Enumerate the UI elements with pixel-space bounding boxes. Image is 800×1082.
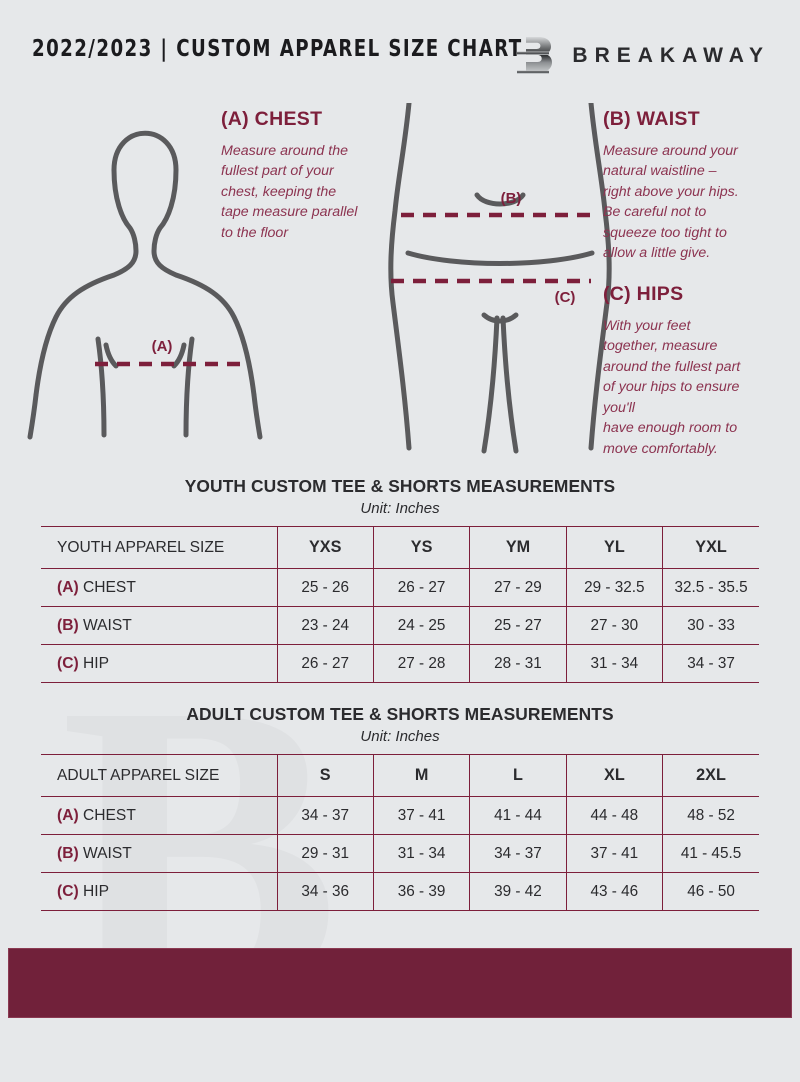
youth-table-title: YOUTH CUSTOM TEE & SHORTS MEASUREMENTS	[184, 476, 616, 496]
row-key: (B)	[57, 844, 79, 862]
table-row: (A) CHEST 25 - 26 26 - 27 27 - 29 29 - 32.5 3…	[41, 568, 759, 607]
note-waist-body: Measure around your natural waistline – …	[603, 143, 739, 262]
cell-waist-l: 34 - 37	[469, 834, 567, 873]
cell-chest-2xl: 48 - 52	[662, 796, 759, 835]
row-label-waist: (B) WAIST	[41, 834, 277, 873]
footer-accent-bar	[8, 948, 792, 1018]
waist-measure-label: (B)	[501, 190, 522, 207]
cell-hip-ym: 28 - 31	[469, 644, 567, 683]
note-waist: (B) WAIST Measure around your natural wa…	[603, 108, 778, 264]
size-header-ys: YS	[372, 526, 470, 569]
measurement-figures: (A) (B) (C)	[0, 95, 800, 470]
cell-chest-m: 37 - 41	[372, 796, 470, 835]
brand-name: BREAKAWAY	[572, 44, 770, 67]
row-label-waist: (B) WAIST	[41, 606, 277, 645]
table-header-row: ADULT APPAREL SIZE S M L XL 2XL	[41, 754, 759, 797]
adult-table-subtitle: Unit: Inches	[360, 728, 440, 745]
cell-chest-yxs: 25 - 26	[276, 568, 374, 607]
cell-chest-ym: 27 - 29	[469, 568, 567, 607]
youth-table-section: YOUTH CUSTOM TEE & SHORTS MEASUREMENTS U…	[0, 476, 800, 683]
cell-chest-yl: 29 - 32.5	[565, 568, 663, 607]
row-key: (C)	[57, 654, 79, 672]
lower-body-waist-hip-diagram: (B) (C)	[388, 103, 612, 454]
note-chest-heading: (A) CHEST	[221, 108, 323, 130]
cell-chest-l: 41 - 44	[469, 796, 567, 835]
cell-hip-2xl: 46 - 50	[662, 872, 759, 911]
note-hips-body: With your feet together, measure around …	[603, 318, 741, 457]
row-key: (C)	[57, 882, 79, 900]
table-header-row: YOUTH APPAREL SIZE YXS YS YM YL YXL	[41, 526, 759, 569]
size-column-header: ADULT APPAREL SIZE	[41, 754, 277, 797]
cell-hip-l: 39 - 42	[469, 872, 567, 911]
cell-waist-m: 31 - 34	[372, 834, 470, 873]
row-key: (B)	[57, 616, 79, 634]
size-header-2xl: 2XL	[662, 754, 759, 797]
cell-waist-2xl: 41 - 45.5	[662, 834, 759, 873]
page-title: 2022/2023 | CUSTOM APPAREL SIZE CHART	[32, 36, 523, 62]
cell-chest-ys: 26 - 27	[372, 568, 470, 607]
cell-waist-yxs: 23 - 24	[276, 606, 374, 645]
adult-table-title: ADULT CUSTOM TEE & SHORTS MEASUREMENTS	[186, 704, 614, 724]
chest-measure-label: (A)	[152, 338, 173, 355]
row-label-hip: (C) HIP	[41, 644, 277, 683]
size-header-yl: YL	[565, 526, 663, 569]
note-chest: (A) CHEST Measure around the fullest par…	[221, 108, 396, 243]
cell-chest-xl: 44 - 48	[565, 796, 663, 835]
row-label-hip: (C) HIP	[41, 872, 277, 911]
hip-measure-label: (C)	[555, 289, 576, 306]
cell-waist-yxl: 30 - 33	[662, 606, 759, 645]
cell-hip-ys: 27 - 28	[372, 644, 470, 683]
cell-hip-yxs: 26 - 27	[276, 644, 374, 683]
row-label-chest: (A) CHEST	[41, 796, 277, 835]
note-hips-heading: (C) HIPS	[603, 283, 684, 305]
row-key: (A)	[57, 578, 79, 596]
size-column-header: YOUTH APPAREL SIZE	[41, 526, 277, 569]
youth-size-table: YOUTH APPAREL SIZE YXS YS YM YL YXL (A) CHEST…	[41, 526, 759, 683]
cell-hip-yxl: 34 - 37	[662, 644, 759, 683]
table-row: (A) CHEST 34 - 37 37 - 41 41 - 44 44 - 48 48 …	[41, 796, 759, 835]
cell-hip-s: 34 - 36	[276, 872, 374, 911]
cell-chest-s: 34 - 37	[276, 796, 374, 835]
size-header-xl: XL	[565, 754, 663, 797]
adult-table-section: ADULT CUSTOM TEE & SHORTS MEASUREMENTS U…	[0, 704, 800, 911]
cell-waist-ym: 25 - 27	[469, 606, 567, 645]
upper-body-chest-diagram: (A)	[27, 130, 263, 440]
note-chest-body: Measure around the fullest part of your …	[221, 143, 358, 241]
size-header-s: S	[276, 754, 374, 797]
table-row: (B) WAIST 23 - 24 24 - 25 25 - 27 27 - 30 30 …	[41, 606, 759, 645]
size-header-yxl: YXL	[662, 526, 759, 569]
breakaway-b-logo-icon	[517, 37, 553, 74]
note-waist-heading: (B) WAIST	[603, 108, 700, 130]
brand-lockup: BREAKAWAY	[514, 32, 770, 80]
cell-waist-yl: 27 - 30	[565, 606, 663, 645]
note-hips: (C) HIPS With your feet together, measur…	[603, 283, 783, 459]
size-header-ym: YM	[469, 526, 567, 569]
page-header: 2022/2023 | CUSTOM APPAREL SIZE CHART BR…	[0, 34, 800, 78]
size-header-yxs: YXS	[276, 526, 374, 569]
table-row: (C) HIP 26 - 27 27 - 28 28 - 31 31 - 34 34 - …	[41, 644, 759, 683]
cell-hip-m: 36 - 39	[372, 872, 470, 911]
youth-table-subtitle: Unit: Inches	[360, 500, 440, 517]
size-header-m: M	[372, 754, 470, 797]
size-header-l: L	[469, 754, 567, 797]
table-row: (B) WAIST 29 - 31 31 - 34 34 - 37 37 - 41 41 …	[41, 834, 759, 873]
row-key: (A)	[57, 806, 79, 824]
adult-size-table: ADULT APPAREL SIZE S M L XL 2XL (A) CHEST 34 -…	[41, 754, 759, 911]
table-row: (C) HIP 34 - 36 36 - 39 39 - 42 43 - 46 46 - …	[41, 872, 759, 911]
cell-waist-s: 29 - 31	[276, 834, 374, 873]
cell-hip-yl: 31 - 34	[565, 644, 663, 683]
cell-chest-yxl: 32.5 - 35.5	[662, 568, 759, 607]
cell-hip-xl: 43 - 46	[565, 872, 663, 911]
cell-waist-ys: 24 - 25	[372, 606, 470, 645]
cell-waist-xl: 37 - 41	[565, 834, 663, 873]
row-label-chest: (A) CHEST	[41, 568, 277, 607]
